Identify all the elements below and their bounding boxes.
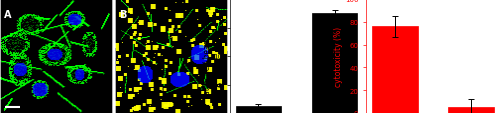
Text: B: B: [118, 10, 126, 20]
Bar: [312, 14, 358, 113]
Bar: [448, 107, 494, 113]
Y-axis label: cytotoxicity (%): cytotoxicity (%): [334, 27, 344, 86]
Y-axis label: attached beads/cell: attached beads/cell: [202, 19, 211, 94]
Text: A: A: [4, 10, 12, 20]
Bar: [236, 106, 282, 113]
Text: D: D: [332, 0, 340, 1]
Bar: [372, 27, 418, 113]
Text: C: C: [196, 0, 203, 1]
